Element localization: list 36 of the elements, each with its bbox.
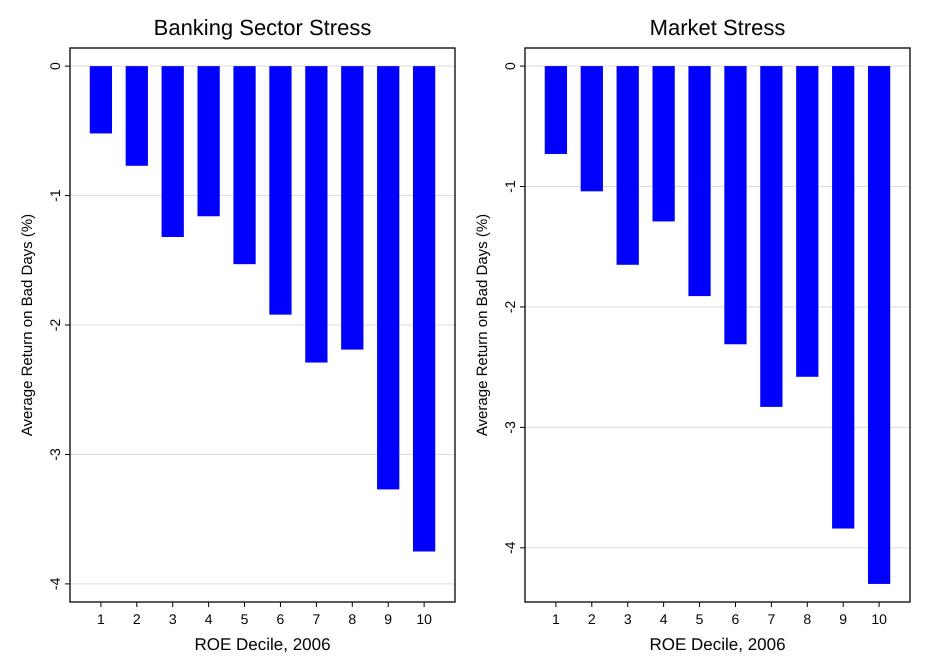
- y-axis-title: Average Return on Bad Days (%): [19, 214, 36, 436]
- x-axis-title: ROE Decile, 2006: [194, 635, 331, 654]
- x-tick-label: 6: [732, 611, 740, 627]
- x-tick-label: 3: [168, 611, 177, 627]
- x-tick-label: 7: [312, 611, 320, 627]
- y-tick-label: -1: [502, 180, 518, 193]
- y-axis-title: Average Return on Bad Days (%): [474, 214, 491, 436]
- x-tick-label: 10: [416, 611, 432, 627]
- y-tick-label: -4: [47, 577, 63, 590]
- x-tick-label: 5: [696, 611, 704, 627]
- x-tick-label: 1: [96, 611, 105, 627]
- y-tick-label: -3: [502, 420, 518, 434]
- x-tick-label: 3: [624, 611, 632, 627]
- x-tick-label: 6: [276, 611, 285, 627]
- y-tick-label: 0: [502, 62, 518, 70]
- x-tick-label: 2: [132, 611, 141, 627]
- x-tick-label: 4: [660, 611, 668, 627]
- x-tick-label: 2: [588, 611, 596, 627]
- x-tick-label: 10: [871, 611, 888, 627]
- chart-title: Market Stress: [650, 15, 786, 40]
- y-tick-label: -1: [47, 189, 63, 202]
- x-tick-label: 8: [348, 611, 356, 627]
- x-tick-label: 1: [552, 611, 560, 627]
- x-tick-label: 9: [384, 611, 392, 627]
- x-tick-label: 5: [240, 611, 249, 627]
- y-tick-label: -2: [502, 300, 518, 314]
- y-tick-label: 0: [47, 62, 63, 70]
- x-tick-label: 7: [767, 611, 776, 627]
- y-tick-label: -3: [47, 448, 63, 461]
- chart-title: Banking Sector Stress: [154, 15, 372, 40]
- x-tick-label: 4: [204, 611, 213, 627]
- x-tick-label: 8: [803, 611, 812, 627]
- y-tick-label: -2: [47, 318, 63, 332]
- x-tick-label: 9: [839, 611, 848, 627]
- x-axis-title: ROE Decile, 2006: [649, 635, 786, 654]
- y-tick-label: -4: [502, 541, 518, 554]
